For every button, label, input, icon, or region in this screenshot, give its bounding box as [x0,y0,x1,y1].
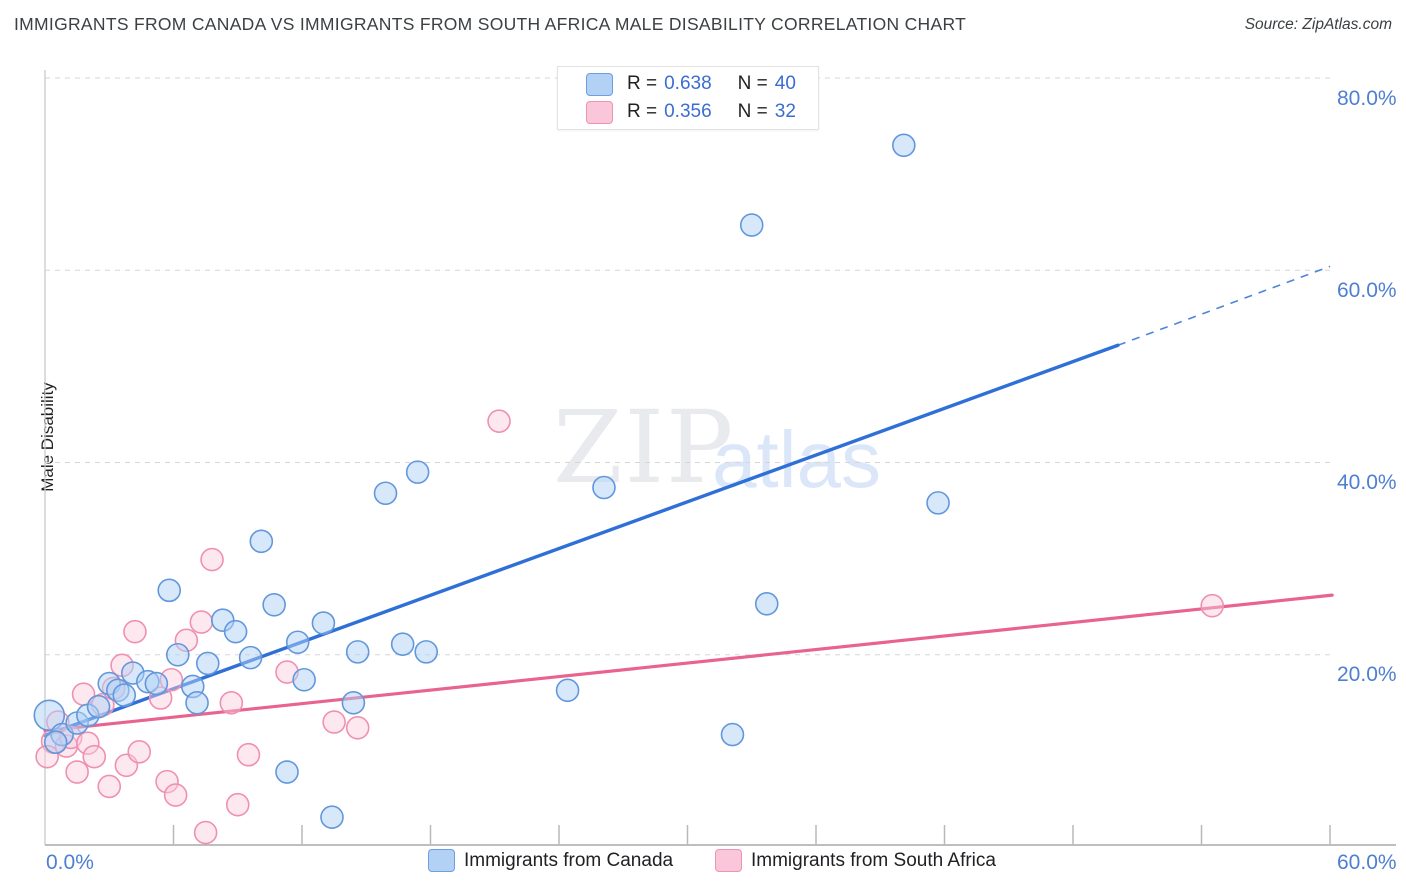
y-tick-20: 20.0% [1337,663,1397,686]
scatter-point-south-africa [345,716,370,740]
trendline-south-africa [43,593,1334,733]
scatter-point-canada [262,592,286,617]
scatter-point-south-africa [97,774,122,799]
scatter-point-south-africa [322,710,346,734]
scatter-point-south-africa [127,740,152,764]
scatter-point-canada [285,630,310,655]
scatter-point-south-africa [236,742,261,767]
scatter-point-canada [165,642,190,667]
stats-row-canada: R = 0.638 N = 40 [558,72,818,96]
scatter-point-canada [223,619,248,644]
r-value-south-africa: 0.356 [664,101,712,122]
chart-legend: Immigrants from Canada Immigrants from S… [0,849,1406,879]
scatter-point-south-africa [487,409,511,433]
n-label: N = [737,101,768,122]
correlation-stats-legend: R = 0.638 N = 40 R = 0.356 N = 32 [557,66,819,130]
scatter-point-canada [414,640,439,664]
canada-swatch-icon [428,849,455,872]
canada-swatch-icon [586,72,613,96]
legend-label-canada: Immigrants from Canada [464,849,674,871]
stats-row-south-africa: R = 0.356 N = 32 [558,100,818,124]
scatter-point-south-africa [65,760,89,784]
legend-label-south-africa: Immigrants from South Africa [751,849,996,871]
scatter-point-south-africa [155,769,179,794]
scatter-point-south-africa [219,691,244,715]
trendline-canada-extension-dashed [1117,265,1331,346]
scatter-point-canada [405,460,430,484]
scatter-point-canada [238,645,263,670]
scatter-point-canada [33,699,66,732]
scatter-point-canada [739,213,764,237]
scatter-point-canada [275,760,299,784]
scatter-point-south-africa [82,744,107,769]
page-title: IMMIGRANTS FROM CANADA VS IMMIGRANTS FRO… [14,14,967,34]
scatter-point-canada [341,691,366,715]
scatter-point-canada [157,578,182,603]
scatter-point-canada [249,529,274,554]
scatter-point-canada [555,678,580,703]
scatter-point-canada [43,730,68,755]
scatter-point-canada [892,133,916,158]
scatter-point-canada [754,592,779,616]
scatter-point-south-africa [163,783,188,807]
scatter-point-canada [311,611,336,635]
scatter-point-south-africa [225,792,250,817]
scatter-point-canada [195,651,220,676]
scatter-point-south-africa [1200,593,1225,618]
legend-item-south-africa: Immigrants from South Africa [715,849,996,872]
scatter-point-canada [144,671,169,696]
y-tick-60: 60.0% [1337,279,1397,302]
scatter-point-canada [292,667,316,692]
scatter-point-canada [185,691,209,715]
r-label: R = [627,73,658,94]
scatter-point-canada [926,491,950,515]
scatter-point-canada [112,683,137,707]
n-label: N = [737,73,768,94]
scatter-point-canada [320,805,344,830]
watermark-zip: ZIP [553,389,736,506]
n-value-south-africa: 32 [774,101,796,122]
scatter-point-canada [373,481,398,506]
source-credit: Source: ZipAtlas.com [1244,16,1392,33]
n-value-canada: 40 [774,73,796,94]
scatter-point-canada [720,722,745,747]
y-tick-80: 80.0% [1337,87,1397,110]
r-label: R = [627,101,658,122]
y-tick-40: 40.0% [1337,471,1397,494]
south-africa-swatch-icon [586,100,613,124]
scatter-point-south-africa [189,610,214,634]
x-tick-60: 60.0% [1337,851,1397,874]
scatter-point-south-africa [76,731,100,755]
r-value-canada: 0.638 [664,73,712,94]
scatter-point-canada [86,694,111,719]
watermark-atlas: atlas [712,415,881,504]
trendline-canada [43,343,1120,738]
x-tick-0: 0.0% [46,851,94,874]
scatter-point-canada [390,632,415,656]
legend-item-canada: Immigrants from Canada [428,849,673,872]
scatter-point-south-africa [193,820,218,845]
scatter-point-south-africa [123,619,147,644]
south-africa-swatch-icon [715,849,742,872]
scatter-point-south-africa [200,547,224,572]
scatter-point-canada [592,475,616,500]
scatter-point-canada [345,640,370,664]
